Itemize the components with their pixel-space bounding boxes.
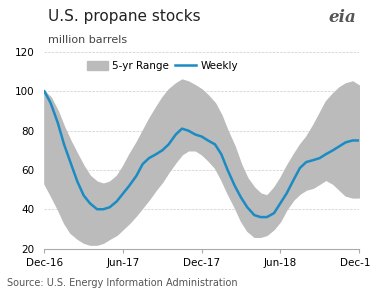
Legend: 5-yr Range, Weekly: 5-yr Range, Weekly — [87, 61, 238, 71]
Text: Source: U.S. Energy Information Administration: Source: U.S. Energy Information Administ… — [7, 277, 238, 288]
Text: million barrels: million barrels — [48, 35, 127, 45]
Text: U.S. propane stocks: U.S. propane stocks — [48, 9, 201, 24]
Text: eia: eia — [328, 9, 356, 26]
